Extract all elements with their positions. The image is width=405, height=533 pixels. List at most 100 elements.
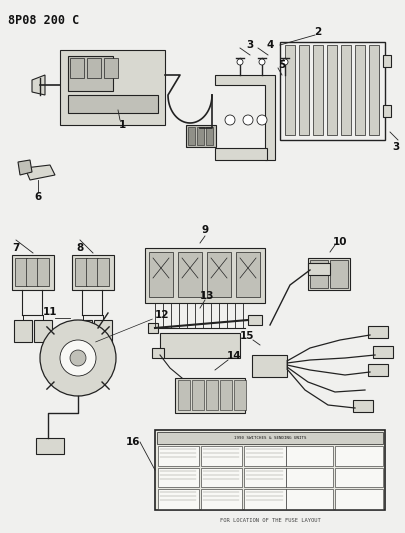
Circle shape xyxy=(243,115,253,125)
Text: 16: 16 xyxy=(126,437,140,447)
FancyBboxPatch shape xyxy=(383,105,391,117)
Circle shape xyxy=(257,115,267,125)
FancyBboxPatch shape xyxy=(341,45,351,135)
Text: 11: 11 xyxy=(43,307,57,317)
FancyBboxPatch shape xyxy=(26,258,38,286)
FancyBboxPatch shape xyxy=(197,127,204,145)
FancyBboxPatch shape xyxy=(310,260,328,288)
Text: 14: 14 xyxy=(227,351,241,361)
FancyBboxPatch shape xyxy=(155,430,385,510)
FancyBboxPatch shape xyxy=(236,252,260,297)
FancyBboxPatch shape xyxy=(353,400,373,412)
Polygon shape xyxy=(18,160,32,175)
FancyBboxPatch shape xyxy=(192,380,204,410)
Circle shape xyxy=(60,340,96,376)
Text: 7: 7 xyxy=(12,243,20,253)
FancyBboxPatch shape xyxy=(149,252,173,297)
FancyBboxPatch shape xyxy=(34,320,52,342)
FancyBboxPatch shape xyxy=(157,432,383,444)
Text: 13: 13 xyxy=(200,291,214,301)
FancyBboxPatch shape xyxy=(206,380,218,410)
FancyBboxPatch shape xyxy=(201,467,242,487)
FancyBboxPatch shape xyxy=(308,258,350,290)
FancyBboxPatch shape xyxy=(86,258,98,286)
FancyBboxPatch shape xyxy=(234,380,246,410)
FancyBboxPatch shape xyxy=(97,258,109,286)
Text: 15: 15 xyxy=(240,331,254,341)
FancyBboxPatch shape xyxy=(201,446,242,466)
FancyBboxPatch shape xyxy=(335,467,383,487)
FancyBboxPatch shape xyxy=(158,446,199,466)
FancyBboxPatch shape xyxy=(201,489,242,509)
FancyBboxPatch shape xyxy=(308,263,330,275)
FancyBboxPatch shape xyxy=(14,320,32,342)
Text: FOR LOCATION OF THE FUSE LAYOUT: FOR LOCATION OF THE FUSE LAYOUT xyxy=(220,518,320,523)
FancyBboxPatch shape xyxy=(87,58,101,78)
FancyBboxPatch shape xyxy=(244,467,286,487)
FancyBboxPatch shape xyxy=(104,58,118,78)
FancyBboxPatch shape xyxy=(15,258,27,286)
Circle shape xyxy=(282,59,288,65)
FancyBboxPatch shape xyxy=(285,45,295,135)
FancyBboxPatch shape xyxy=(327,45,337,135)
Circle shape xyxy=(40,320,116,396)
Text: 4: 4 xyxy=(266,40,274,50)
Circle shape xyxy=(237,59,243,65)
Text: 1: 1 xyxy=(118,120,126,130)
FancyBboxPatch shape xyxy=(383,55,391,67)
FancyBboxPatch shape xyxy=(178,252,202,297)
FancyBboxPatch shape xyxy=(158,489,199,509)
Text: 5: 5 xyxy=(278,60,286,70)
Polygon shape xyxy=(32,75,45,95)
FancyBboxPatch shape xyxy=(60,50,165,125)
Text: 1990 SWITCHES & SENDING UNITS: 1990 SWITCHES & SENDING UNITS xyxy=(234,436,306,440)
FancyBboxPatch shape xyxy=(175,378,245,413)
FancyBboxPatch shape xyxy=(206,127,213,145)
FancyBboxPatch shape xyxy=(188,127,195,145)
FancyBboxPatch shape xyxy=(373,346,393,358)
FancyBboxPatch shape xyxy=(158,467,199,487)
FancyBboxPatch shape xyxy=(215,148,267,160)
FancyBboxPatch shape xyxy=(220,380,232,410)
FancyBboxPatch shape xyxy=(70,58,84,78)
Text: 8P08 200 C: 8P08 200 C xyxy=(8,14,79,27)
FancyBboxPatch shape xyxy=(286,489,333,509)
FancyBboxPatch shape xyxy=(244,446,286,466)
FancyBboxPatch shape xyxy=(335,446,383,466)
Text: 10: 10 xyxy=(333,237,347,247)
FancyBboxPatch shape xyxy=(94,320,112,342)
FancyBboxPatch shape xyxy=(313,45,323,135)
FancyBboxPatch shape xyxy=(368,326,388,338)
FancyBboxPatch shape xyxy=(248,315,262,325)
FancyBboxPatch shape xyxy=(186,125,216,147)
FancyBboxPatch shape xyxy=(37,258,49,286)
FancyBboxPatch shape xyxy=(72,255,114,290)
FancyBboxPatch shape xyxy=(286,446,333,466)
FancyBboxPatch shape xyxy=(152,348,164,358)
Text: 2: 2 xyxy=(314,27,322,37)
Text: 12: 12 xyxy=(155,310,169,320)
FancyBboxPatch shape xyxy=(36,438,64,454)
FancyBboxPatch shape xyxy=(148,323,158,333)
FancyBboxPatch shape xyxy=(335,489,383,509)
Text: 8: 8 xyxy=(77,243,83,253)
Text: 3: 3 xyxy=(392,142,400,152)
Text: 9: 9 xyxy=(201,225,209,235)
FancyBboxPatch shape xyxy=(252,355,287,377)
Circle shape xyxy=(70,350,86,366)
FancyBboxPatch shape xyxy=(244,489,286,509)
Circle shape xyxy=(225,115,235,125)
FancyBboxPatch shape xyxy=(355,45,365,135)
Polygon shape xyxy=(215,75,275,160)
FancyBboxPatch shape xyxy=(330,260,348,288)
FancyBboxPatch shape xyxy=(286,467,333,487)
Text: 6: 6 xyxy=(34,192,42,202)
FancyBboxPatch shape xyxy=(207,252,231,297)
FancyBboxPatch shape xyxy=(369,45,379,135)
FancyBboxPatch shape xyxy=(74,320,92,342)
Circle shape xyxy=(259,59,265,65)
FancyBboxPatch shape xyxy=(68,56,113,91)
FancyBboxPatch shape xyxy=(145,248,265,303)
FancyBboxPatch shape xyxy=(75,258,87,286)
FancyBboxPatch shape xyxy=(68,95,158,113)
